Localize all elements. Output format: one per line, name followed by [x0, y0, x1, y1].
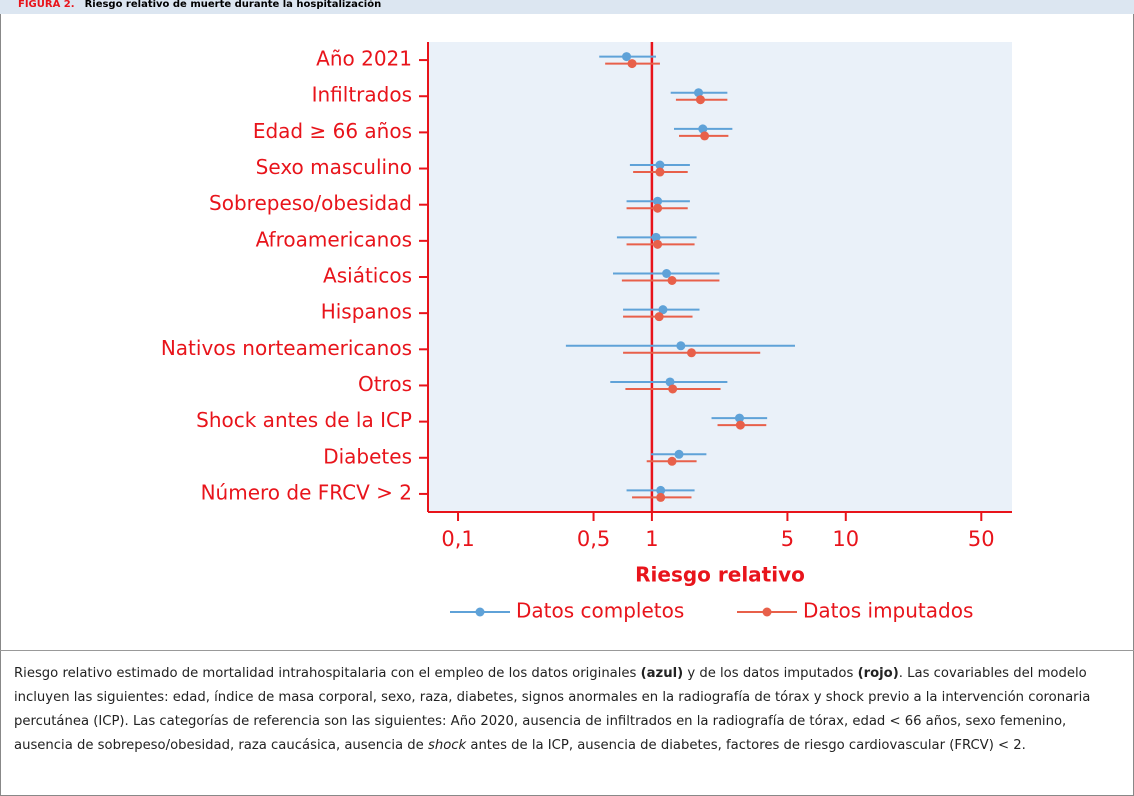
point-estimate — [627, 59, 637, 69]
point-estimate — [653, 239, 663, 249]
y-tick-label: Infiltrados — [312, 83, 412, 107]
point-estimate — [674, 449, 684, 459]
legend-marker — [475, 607, 485, 617]
legend-label: Datos imputados — [803, 599, 973, 623]
y-tick-label: Sexo masculino — [256, 155, 412, 179]
legend-marker — [762, 607, 772, 617]
caption: Riesgo relativo estimado de mortalidad i… — [14, 662, 1114, 758]
point-estimate — [655, 167, 665, 177]
chart: 0,1 0,5 1 5 10 50 Riesgo relativo Año 2021 Infil… — [161, 42, 1012, 623]
figure-header: FIGURA 2. Riesgo relativo de muerte duran… — [0, 0, 1134, 14]
point-estimate — [698, 124, 708, 134]
point-estimate — [665, 377, 675, 387]
point-estimate — [658, 305, 668, 315]
point-estimate — [655, 160, 665, 170]
caption-bold: (rojo) — [857, 666, 899, 681]
point-estimate — [667, 456, 677, 466]
y-tick-label: Sobrepeso/obesidad — [209, 191, 412, 215]
y-tick-label: Hispanos — [321, 300, 412, 324]
caption-text: y de los datos imputados — [683, 666, 858, 681]
figure-label: FIGURA 2. — [18, 0, 75, 10]
y-tick-label: Número de FRCV > 2 — [201, 480, 412, 504]
point-estimate — [700, 131, 710, 141]
y-tick-label: Diabetes — [323, 444, 412, 468]
figure-title: Riesgo relativo de muerte durante la hos… — [84, 0, 382, 10]
caption-italic: shock — [427, 738, 467, 753]
point-estimate — [667, 276, 677, 285]
point-estimate — [734, 413, 744, 423]
x-tick-label: 0,1 — [441, 527, 474, 551]
point-estimate — [694, 88, 704, 98]
point-estimate — [656, 485, 666, 495]
x-tick-label: 50 — [968, 527, 995, 551]
point-estimate — [662, 269, 672, 278]
point-estimate — [622, 52, 632, 62]
x-tick-label: 1 — [645, 527, 658, 551]
point-estimate — [735, 420, 745, 430]
point-estimate — [653, 203, 663, 213]
legend-label: Datos completos — [516, 599, 684, 623]
point-estimate — [654, 312, 664, 322]
point-estimate — [676, 341, 686, 351]
y-tick-label: Afroamericanos — [256, 227, 412, 251]
caption-bold: (azul) — [640, 666, 684, 681]
point-estimate — [686, 348, 696, 358]
x-tick-label: 0,5 — [577, 527, 610, 551]
y-tick-label: Asiáticos — [323, 264, 412, 288]
y-tick-label: Shock antes de la ICP — [196, 408, 412, 432]
point-estimate — [668, 384, 678, 394]
caption-text: antes de la ICP, ausencia de diabetes, f… — [466, 738, 1026, 753]
point-estimate — [695, 95, 705, 105]
point-estimate — [651, 232, 661, 242]
x-axis-label: Riesgo relativo — [635, 563, 805, 587]
point-estimate — [656, 492, 666, 502]
y-tick-label: Nativos norteamericanos — [161, 336, 412, 360]
plot-area — [428, 42, 1012, 512]
separator — [0, 650, 1134, 651]
caption-text: Riesgo relativo estimado de mortalidad i… — [14, 666, 641, 681]
x-tick-label: 10 — [832, 527, 859, 551]
y-tick-label: Año 2021 — [316, 47, 412, 71]
y-tick-label: Edad ≥ 66 años — [253, 119, 412, 143]
point-estimate — [653, 196, 663, 206]
y-tick-label: Otros — [358, 372, 412, 396]
caption-text: . Las covariables del modelo incluyen la… — [14, 666, 1091, 753]
x-tick-label: 5 — [781, 527, 794, 551]
